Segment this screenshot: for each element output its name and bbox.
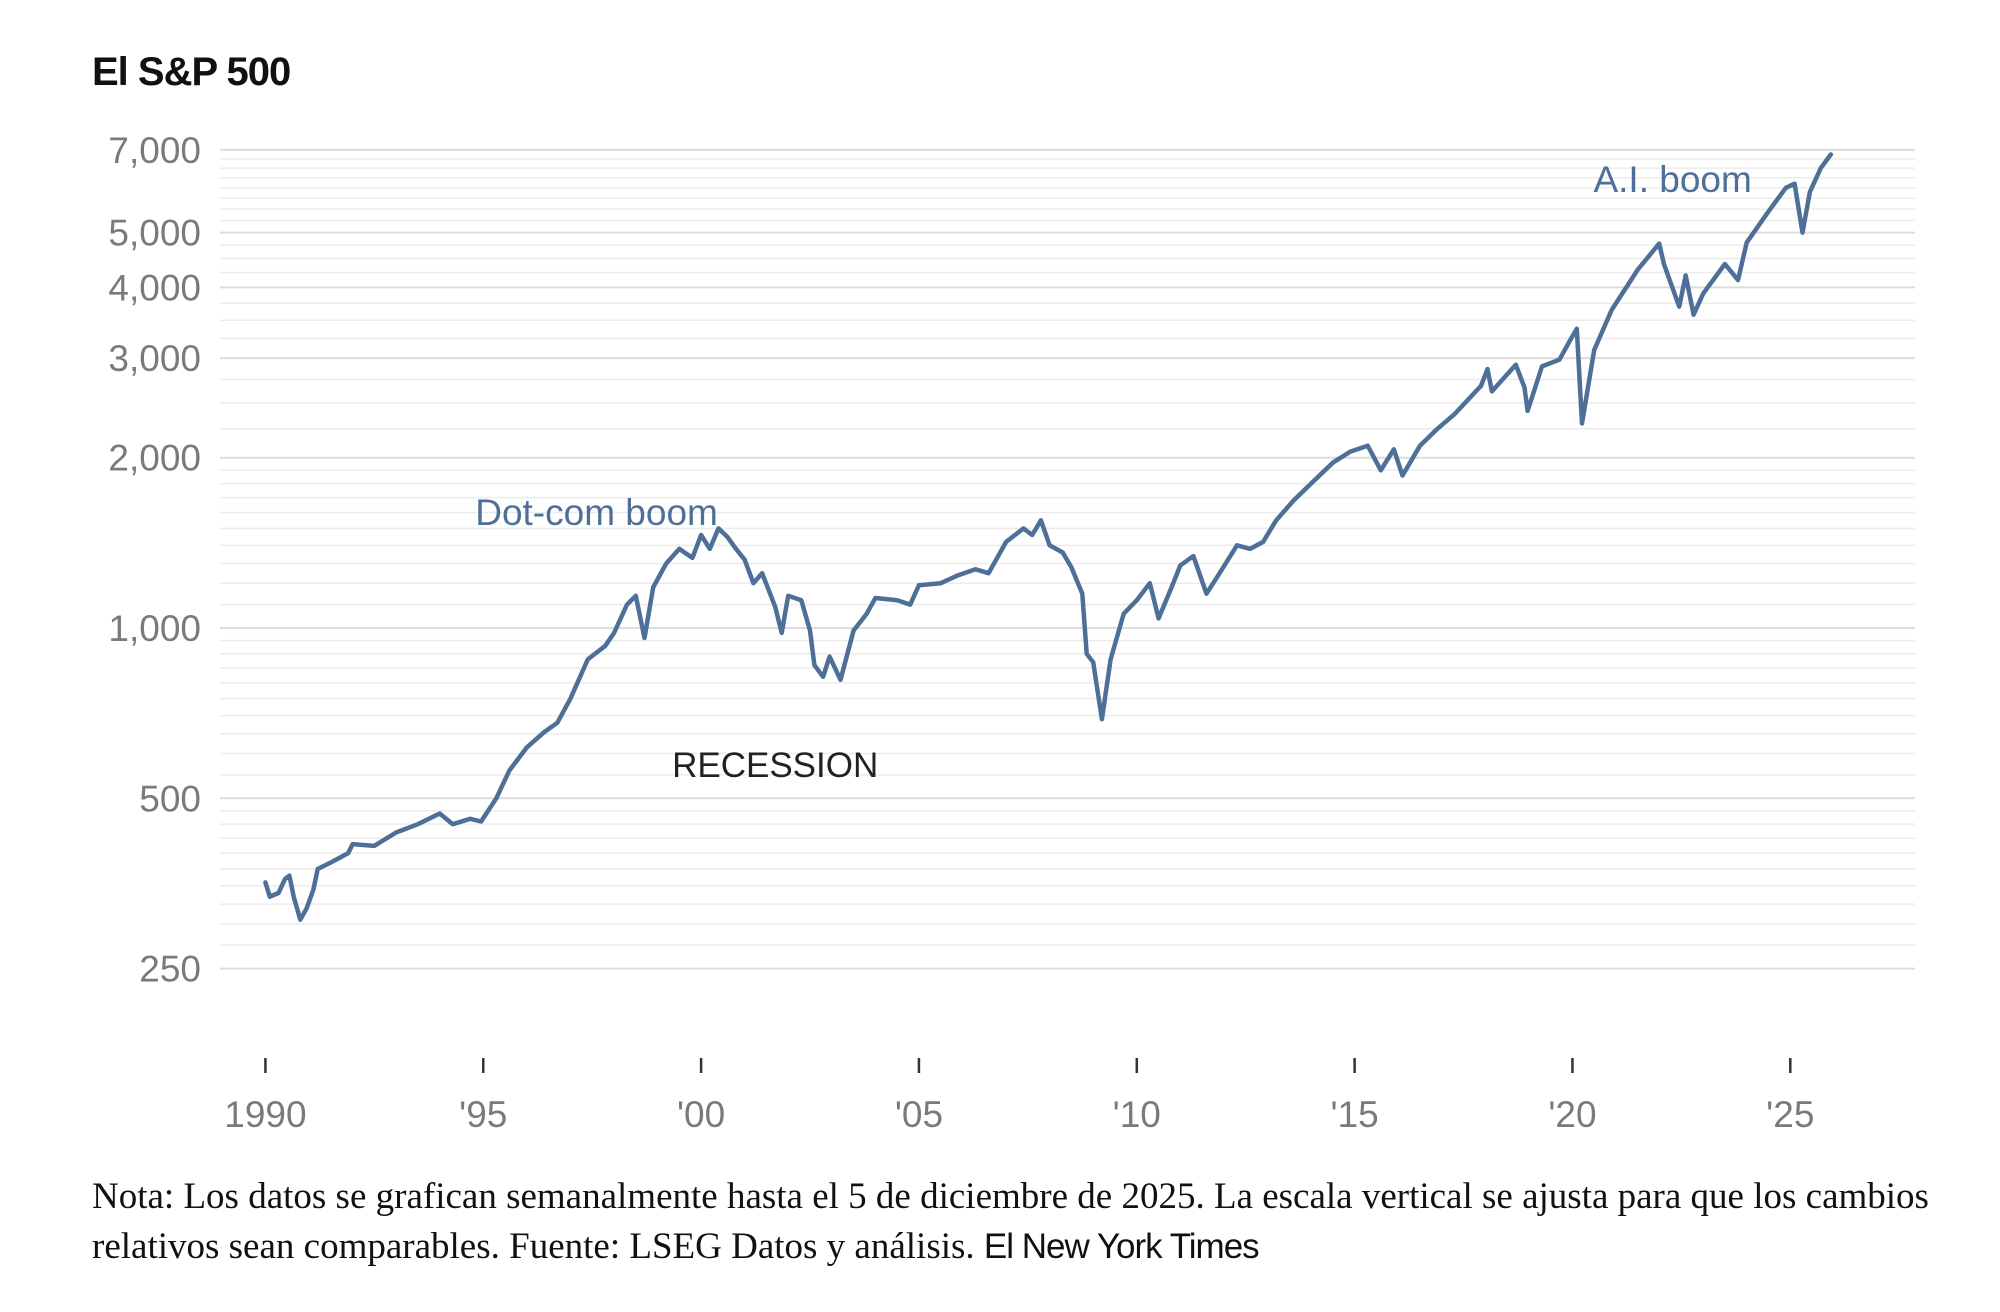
gridlines bbox=[220, 148, 1915, 970]
series-layer bbox=[263, 152, 1834, 922]
x-tick-label: '25 bbox=[1766, 1094, 1814, 1135]
publisher-brand: El New York Times bbox=[983, 1227, 1260, 1266]
x-tick-label: '15 bbox=[1330, 1094, 1378, 1135]
y-tick-label: 7,000 bbox=[108, 130, 201, 171]
y-axis: 7,000 5,000 4,000 3,000 2,000 1,000 500 250 bbox=[108, 130, 201, 990]
y-tick-label: 4,000 bbox=[108, 267, 201, 308]
x-tick-label: '95 bbox=[459, 1094, 507, 1135]
annotations: Dot-com boom RECESSION A.I. boom bbox=[475, 159, 1752, 785]
y-tick-label: 500 bbox=[139, 778, 201, 819]
x-tick-label: 1990 bbox=[224, 1094, 306, 1135]
footnote: Nota: Los datos se grafican semanalmente… bbox=[92, 1172, 1952, 1272]
y-tick-label: 250 bbox=[139, 949, 201, 990]
x-tick-label: '10 bbox=[1113, 1094, 1161, 1135]
series-line-sp500 bbox=[263, 152, 1834, 922]
y-tick-label: 1,000 bbox=[108, 608, 201, 649]
footnote-note: Nota: Los datos se grafican semanalmente… bbox=[92, 1176, 1929, 1267]
x-tick-label: '20 bbox=[1548, 1094, 1596, 1135]
annotation-label: Dot-com boom bbox=[475, 492, 718, 533]
chart-title: El S&P 500 bbox=[92, 50, 291, 94]
y-tick-label: 3,000 bbox=[108, 338, 201, 379]
annotation-label: RECESSION bbox=[672, 746, 878, 785]
x-axis: 1990 '95 '00 '05 '10 '15 '20 '25 bbox=[224, 1058, 1814, 1135]
y-tick-label: 5,000 bbox=[108, 213, 201, 254]
annotation-label: A.I. boom bbox=[1593, 159, 1751, 200]
x-tick-label: '00 bbox=[677, 1094, 725, 1135]
y-tick-label: 2,000 bbox=[108, 438, 201, 479]
x-tick-label: '05 bbox=[895, 1094, 943, 1135]
